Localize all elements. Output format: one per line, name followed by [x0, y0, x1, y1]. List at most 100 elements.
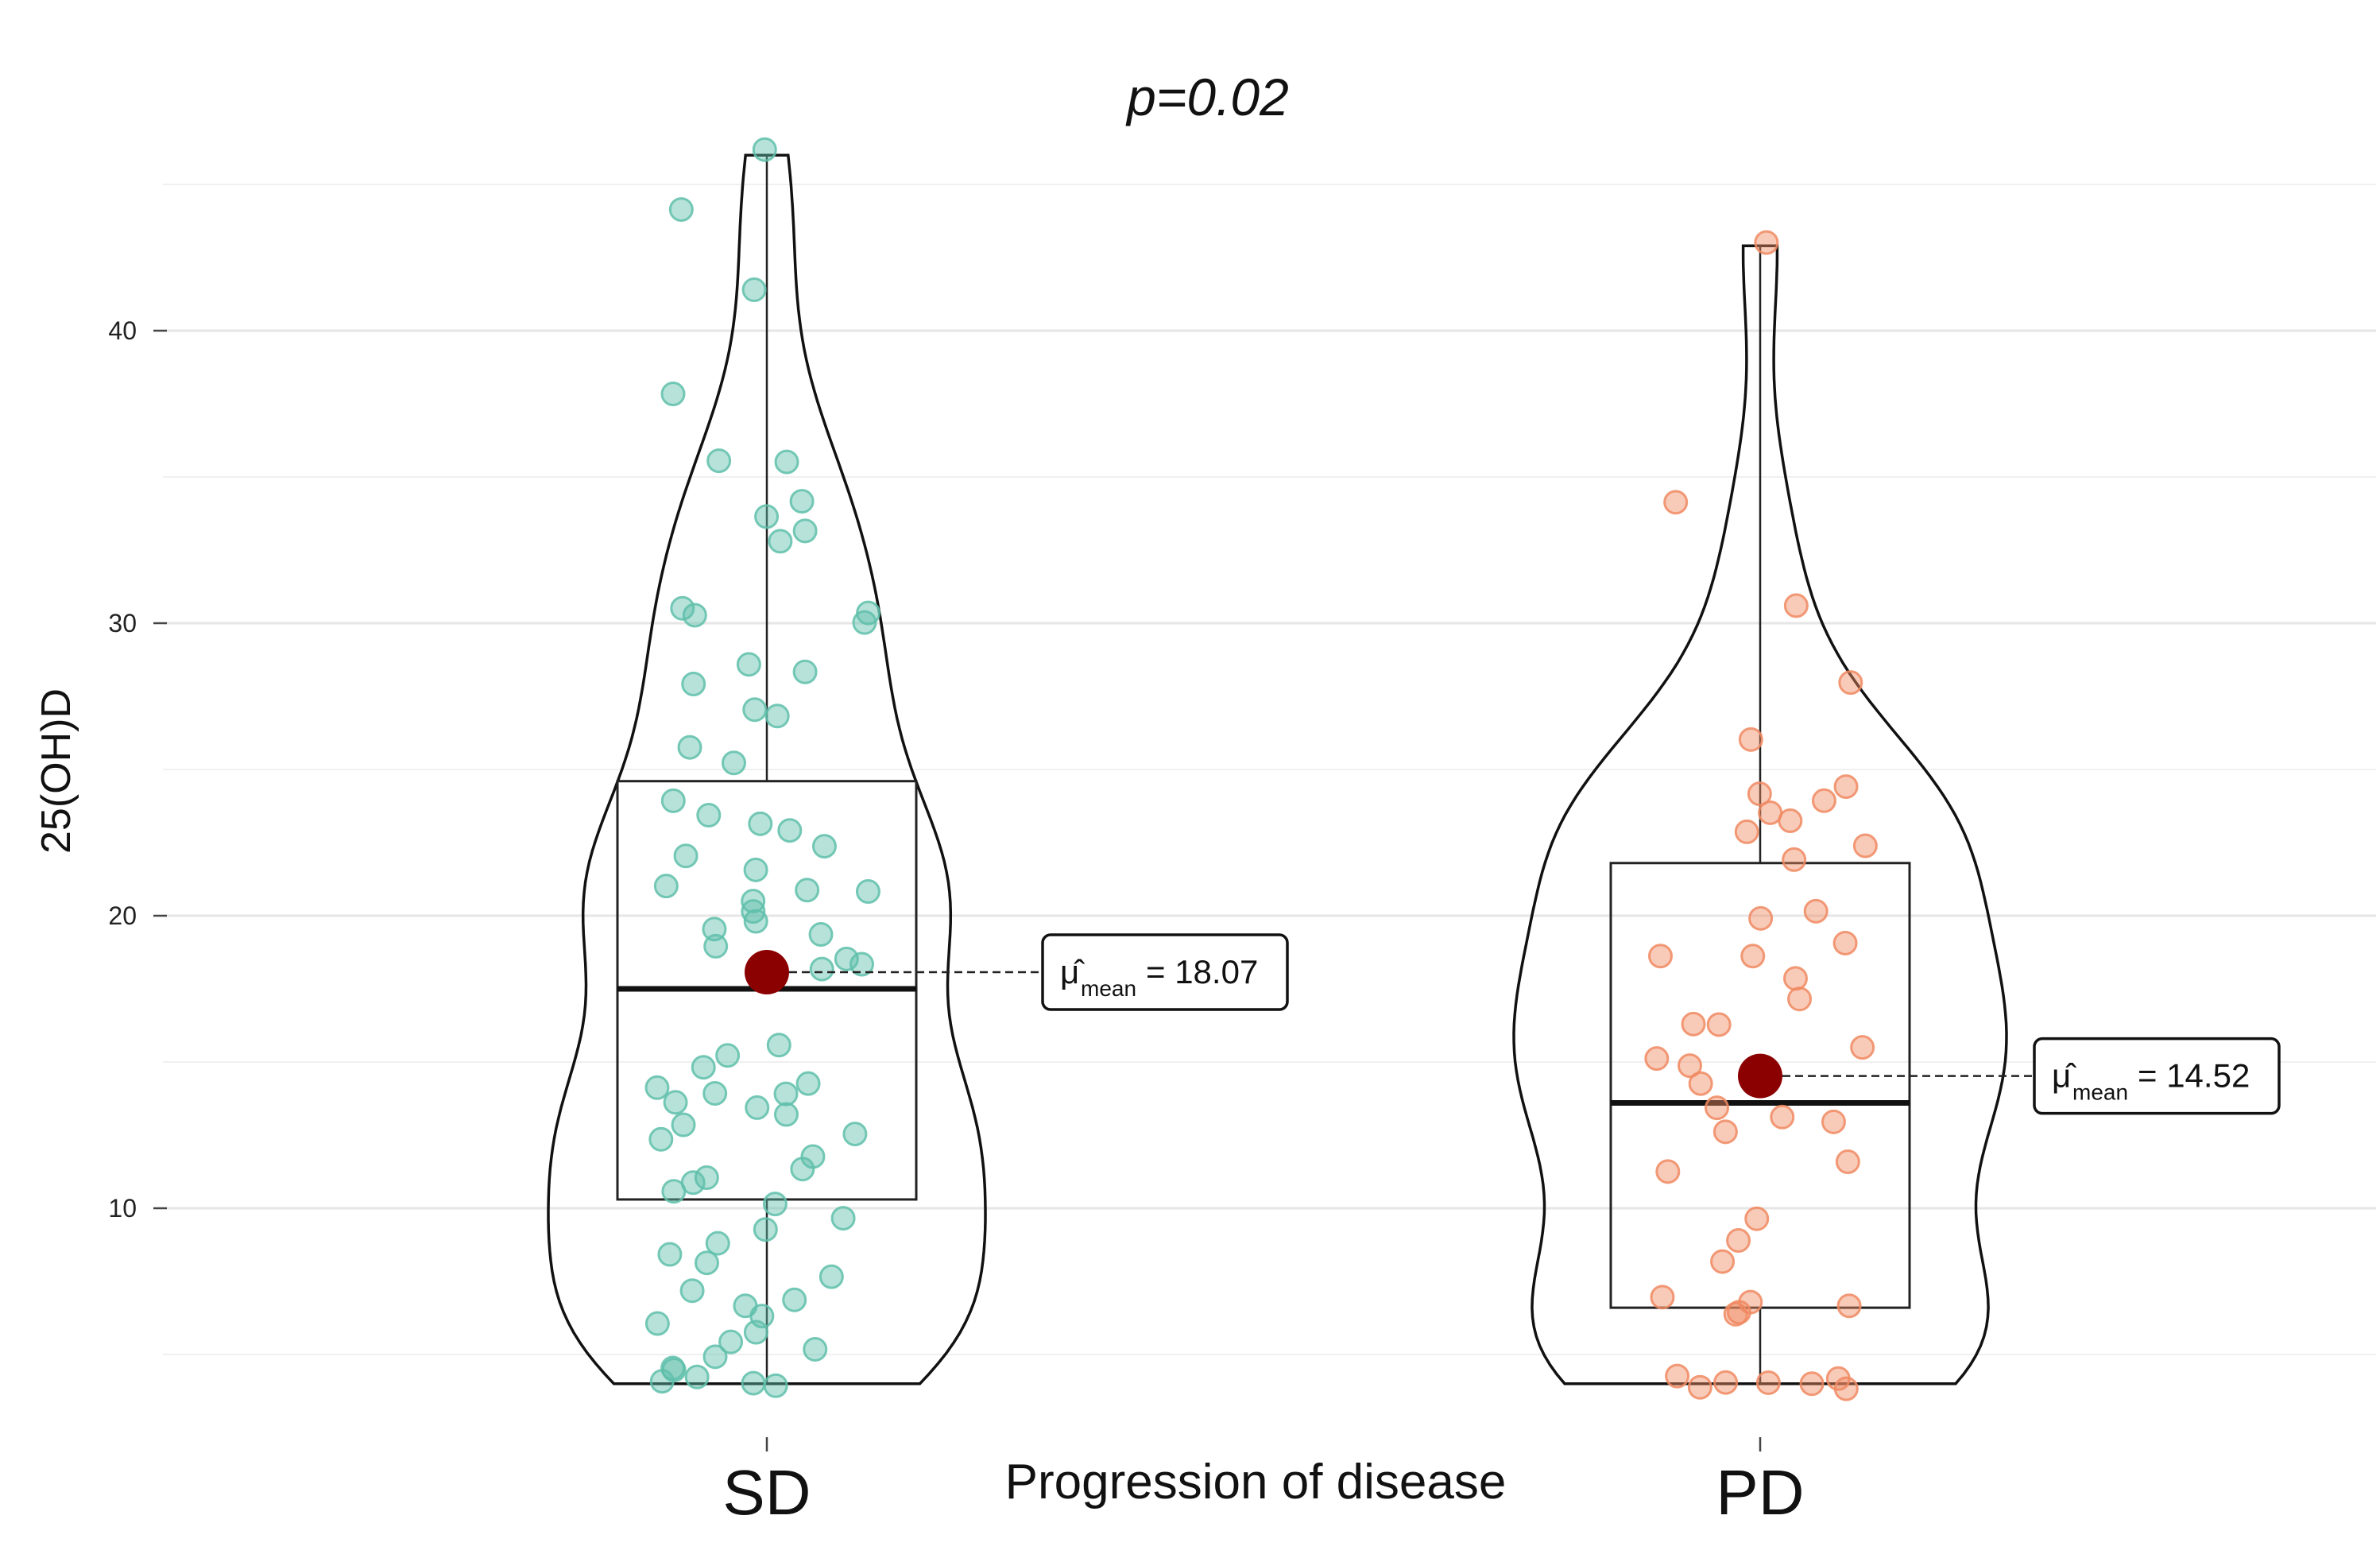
data-point-sd [718, 1329, 744, 1355]
data-point-pd [1782, 847, 1807, 872]
data-point-sd [855, 879, 880, 905]
data-point-sd [764, 703, 790, 729]
data-point-sd [648, 1126, 674, 1152]
data-point-pd [1688, 1071, 1713, 1096]
data-point-sd [792, 659, 818, 684]
data-point-sd [792, 518, 818, 544]
data-point-sd [777, 818, 803, 843]
data-point-sd [789, 489, 815, 514]
mean-point-sd [745, 950, 789, 995]
data-point-sd [644, 1075, 670, 1100]
y-tick-label: 30 [108, 609, 137, 638]
category-label-pd: PD [1716, 1457, 1804, 1528]
data-point-pd [1783, 593, 1809, 618]
data-point-pd [1850, 1035, 1875, 1060]
data-point-sd [773, 1081, 799, 1106]
mean-label-subscript: mean [2072, 1080, 2128, 1105]
data-point-pd [1734, 819, 1759, 844]
data-point-sd [842, 1122, 868, 1147]
mean-label-box [2033, 1037, 2281, 1115]
data-point-sd [741, 277, 767, 303]
data-point-sd [795, 878, 820, 903]
x-axis-label: Progression of disease [1005, 1455, 1507, 1510]
data-point-sd [684, 1364, 710, 1389]
data-point-pd [1647, 944, 1673, 969]
data-point-pd [1838, 670, 1863, 696]
data-point-pd [1836, 1293, 1862, 1319]
data-point-pd [1687, 1374, 1712, 1400]
mean-label-box [1041, 933, 1289, 1011]
data-point-sd [752, 137, 777, 162]
data-point-pd [1778, 808, 1803, 834]
data-point-pd [1787, 986, 1813, 1012]
data-point-sd [795, 1071, 821, 1096]
data-point-sd [706, 448, 732, 474]
data-point-sd [809, 956, 834, 982]
data-point-pd [1655, 1159, 1681, 1184]
data-point-sd [721, 750, 746, 776]
y-tick-label: 20 [108, 901, 137, 930]
data-point-sd [742, 697, 768, 723]
data-point-pd [1799, 1371, 1825, 1397]
data-point-sd [834, 946, 859, 971]
data-point-sd [803, 1336, 828, 1362]
data-point-pd [1644, 1046, 1670, 1072]
data-point-sd [849, 951, 875, 977]
y-tick-label: 10 [108, 1194, 137, 1223]
data-point-sd [736, 652, 761, 677]
axes-layer: 10 20 30 40 SD PD [108, 316, 1804, 1528]
data-point-pd [1832, 930, 1858, 955]
grid-lines [163, 184, 2376, 1355]
data-point-sd [649, 1369, 675, 1394]
mean-label-value: = 14.52 [2138, 1057, 2250, 1095]
data-point-sd [682, 603, 707, 628]
data-point-sd [661, 1179, 687, 1204]
violin-layer [547, 153, 2008, 1386]
data-point-sd [715, 1043, 741, 1068]
data-point-sd [677, 734, 702, 760]
data-point-pd [1833, 774, 1859, 800]
data-point-sd [748, 811, 773, 836]
data-point-sd [753, 1217, 778, 1242]
mean-layer: μ̂ mean = 18.07μ̂ mean = 14.52 [745, 933, 2281, 1115]
mean-point-pd [1738, 1053, 1782, 1099]
data-point-pd [1835, 1149, 1860, 1175]
data-point-pd [1803, 898, 1829, 924]
data-point-sd [671, 1112, 696, 1137]
violin-sd [547, 153, 987, 1386]
data-point-pd [1755, 1370, 1781, 1395]
data-point-pd [1681, 1011, 1706, 1037]
data-point-pd [1677, 1053, 1702, 1079]
data-point-sd [673, 843, 699, 869]
data-point-pd [1770, 1104, 1795, 1130]
mean-label-value: = 18.07 [1146, 953, 1258, 990]
data-point-pd [1821, 1109, 1846, 1134]
data-point-pd [1748, 905, 1774, 931]
data-point-sd [703, 933, 729, 959]
data-point-sd [743, 909, 768, 934]
data-point-sd [681, 672, 706, 697]
data-point-sd [790, 1157, 815, 1182]
data-point-pd [1852, 833, 1878, 858]
data-point-sd [696, 803, 722, 828]
data-point-sd [773, 1102, 799, 1127]
mean-label-subscript: mean [1081, 976, 1136, 1001]
y-axis-label: 25(OH)D [33, 688, 79, 854]
data-point-sd [668, 197, 694, 223]
data-point-pd [1740, 944, 1766, 969]
category-label-sd: SD [722, 1457, 811, 1528]
data-point-sd [818, 1264, 844, 1289]
data-point-sd [745, 1095, 770, 1120]
data-point-sd [754, 504, 780, 529]
points-layer [644, 137, 1878, 1401]
data-point-sd [808, 922, 834, 948]
data-point-sd [811, 834, 837, 859]
data-point-pd [1713, 1370, 1739, 1395]
data-point-sd [653, 874, 679, 899]
data-point-sd [762, 1192, 788, 1217]
data-point-sd [705, 1231, 730, 1256]
data-point-sd [856, 600, 881, 626]
data-point-sd [774, 449, 799, 475]
data-point-pd [1754, 230, 1779, 255]
y-tick-label: 40 [108, 316, 137, 345]
